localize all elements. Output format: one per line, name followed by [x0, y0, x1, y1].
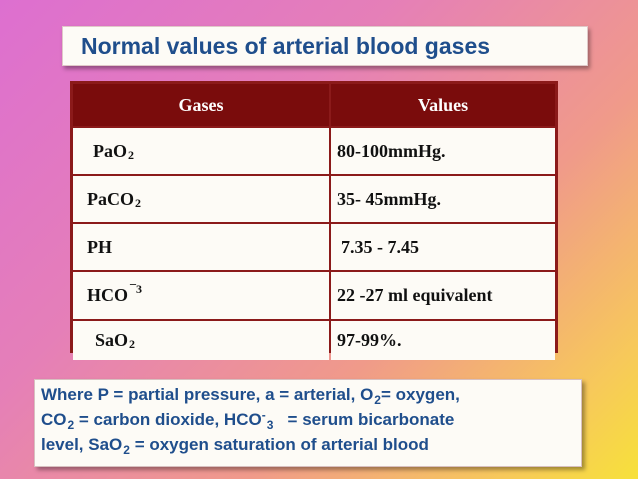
note-line-2: CO2 = carbon dioxide, HCO-3 = serum bica…: [41, 408, 455, 432]
gas-cell-hco3: HCO ¯3: [73, 272, 329, 319]
value-cell-pao2: 80-100mmHg.: [331, 128, 555, 174]
value-cell-hco3: 22 -27 ml equivalent: [331, 272, 555, 319]
title-box: Normal values of arterial blood gases: [62, 26, 588, 66]
gas-cell-sao2: SaO 2: [73, 321, 329, 360]
gas-cell-pao2: PaO 2: [73, 128, 329, 174]
note-line-1: Where P = partial pressure, a = arterial…: [41, 385, 460, 407]
slide-title: Normal values of arterial blood gases: [81, 33, 491, 59]
value-cell-paco2: 35- 45mmHg.: [331, 176, 555, 222]
value-cell-ph: 7.35 - 7.45: [331, 224, 555, 270]
gas-cell-ph: PH: [73, 224, 329, 270]
note-line-3: level, SaO2 = oxygen saturation of arter…: [41, 435, 429, 457]
value-cell-sao2: 97-99%.: [331, 321, 555, 360]
abbreviation-note: Where P = partial pressure, a = arterial…: [34, 379, 582, 467]
blood-gas-table: Gases Values PaO 2 80-100mmHg. PaCO 2 35- …: [70, 81, 558, 360]
header-gases: Gases: [73, 84, 329, 126]
gas-cell-paco2: PaCO 2: [73, 176, 329, 222]
header-values: Values: [331, 84, 555, 126]
